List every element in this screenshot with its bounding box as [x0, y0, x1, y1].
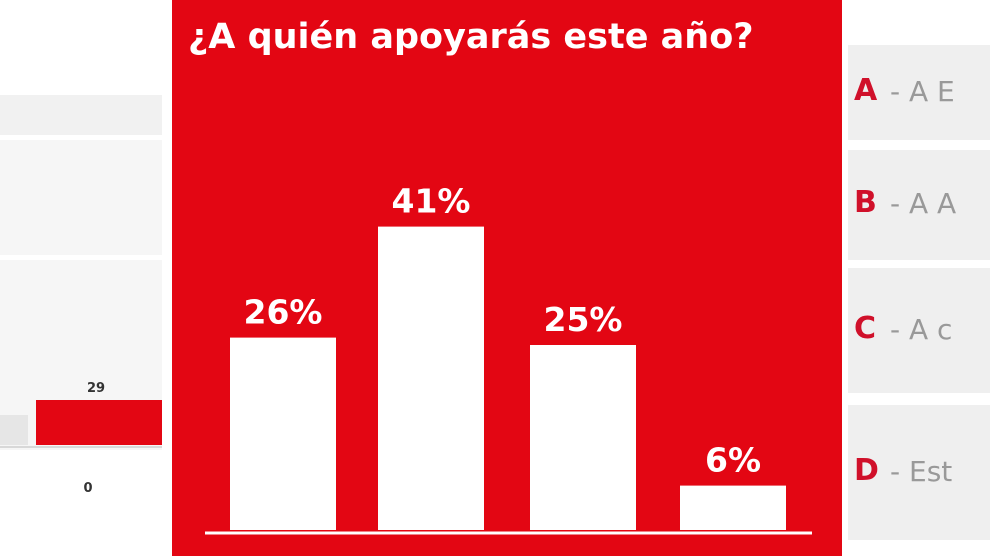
option-row: A- A E — [848, 45, 990, 140]
value-label: 26% — [244, 293, 323, 332]
option-letter: D — [854, 452, 879, 488]
side-value: 0 — [83, 481, 92, 496]
row-bg — [0, 140, 162, 255]
row-bg — [0, 415, 28, 445]
chart: 26% 41% 25% 6% — [172, 0, 842, 556]
option-letter: A — [854, 72, 878, 108]
bar — [230, 337, 336, 530]
value-label: 25% — [544, 300, 623, 339]
side-value: 29 — [87, 381, 105, 396]
side-panel: 29 0 — [0, 0, 162, 556]
option-row: C- A c — [848, 268, 990, 393]
chart-title: ¿A quién apoyarás este año? — [188, 17, 754, 57]
option-text: - Est — [890, 454, 953, 488]
option-letter: B — [854, 185, 877, 220]
value-label: 41% — [392, 182, 471, 221]
bar — [378, 226, 484, 530]
option-text: - A c — [890, 312, 953, 346]
options-panel: A - A E B - A A C - A c D - Est — [848, 0, 990, 556]
bar — [680, 485, 786, 530]
option-row: B- A A — [848, 150, 990, 260]
row-bg — [0, 95, 162, 135]
option-text: - A E — [890, 74, 955, 108]
side-bar — [36, 400, 162, 445]
option-letter: C — [854, 310, 877, 346]
bar — [530, 345, 636, 530]
option-text: - A A — [890, 187, 957, 220]
option-row: D - Est — [848, 405, 990, 540]
value-label: 6% — [705, 441, 761, 480]
